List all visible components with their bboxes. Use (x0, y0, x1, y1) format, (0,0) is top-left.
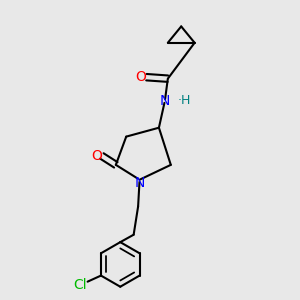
Text: ·H: ·H (178, 94, 191, 107)
Text: O: O (136, 70, 146, 84)
Text: Cl: Cl (73, 278, 87, 292)
Text: N: N (134, 176, 145, 190)
Text: N: N (160, 94, 170, 108)
Text: O: O (91, 149, 102, 163)
